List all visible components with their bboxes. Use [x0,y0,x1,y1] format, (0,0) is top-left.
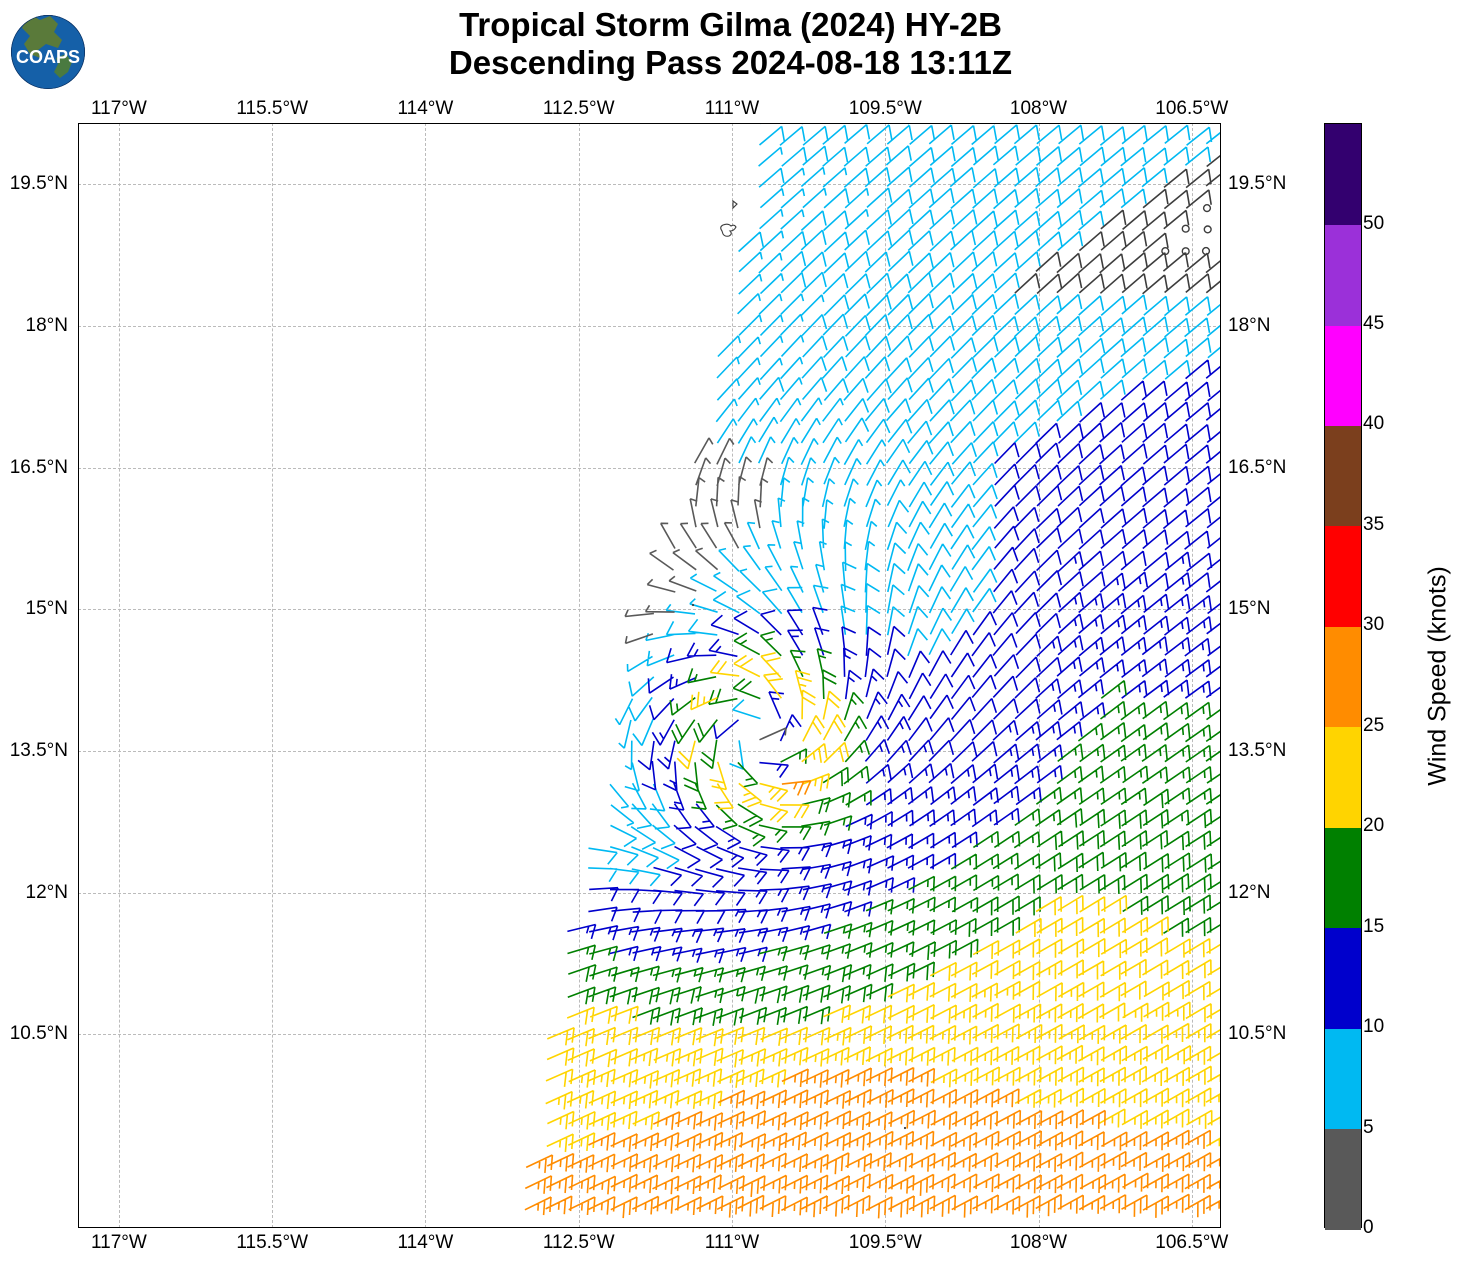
svg-text:COAPS: COAPS [16,47,80,67]
